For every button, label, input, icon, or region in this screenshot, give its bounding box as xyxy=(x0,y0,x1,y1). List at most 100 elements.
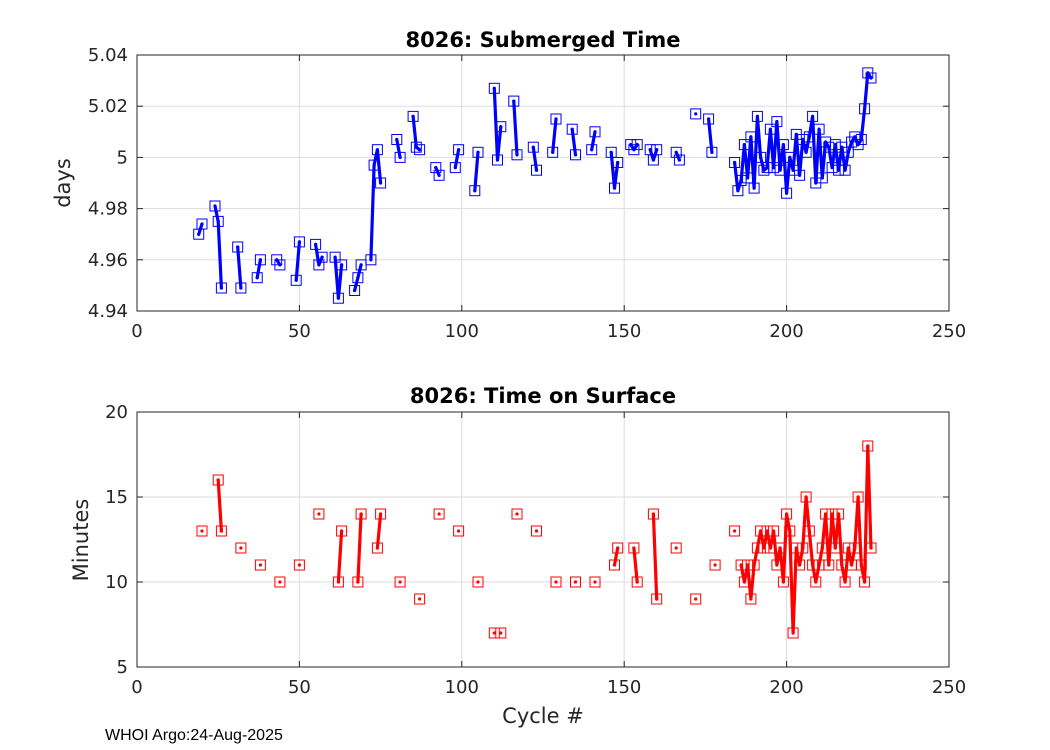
surface-data-point-dot xyxy=(534,529,539,533)
footer-credit: WHOI Argo:24-Aug-2025 xyxy=(105,727,283,744)
surface-data-point xyxy=(453,525,465,537)
submerged-data-point xyxy=(570,149,581,161)
submerged-data-point-dot xyxy=(236,245,240,249)
surface-data-point xyxy=(612,542,624,554)
surface-series-line xyxy=(632,546,639,584)
submerged-data-point xyxy=(738,139,750,151)
submerged-ticks: 0 50 100 150 200 250 4.94 4.96 4.98 5 5.02 5.04 xyxy=(88,45,966,342)
submerged-data-point xyxy=(781,187,793,199)
surface-data-point-dot xyxy=(772,529,776,533)
surface-data-point xyxy=(570,576,581,588)
submerged-data-point-dot xyxy=(846,150,850,154)
submerged-y-tick-label: 5.02 xyxy=(88,96,128,117)
surface-data-point-dot xyxy=(216,478,220,482)
submerged-data-point xyxy=(414,144,426,156)
surface-data-point xyxy=(647,508,659,520)
submerged-data-point xyxy=(375,177,387,189)
surface-data-point-dot xyxy=(843,580,847,584)
surface-data-point xyxy=(748,559,760,571)
surface-data-point-dot xyxy=(635,580,639,584)
surface-x-tick-label: 200 xyxy=(769,677,803,698)
submerged-data-point-dot xyxy=(807,135,811,139)
submerged-data-point-dot xyxy=(830,166,834,170)
submerged-data-point xyxy=(196,218,208,230)
surface-data-point-dot xyxy=(768,546,773,550)
surface-data-point-dot xyxy=(336,580,340,584)
surface-data-point xyxy=(235,542,247,554)
submerged-data-point xyxy=(209,200,221,212)
surface-data-point xyxy=(823,559,835,571)
submerged-data-point-dot xyxy=(258,258,262,262)
submerged-data-point xyxy=(800,146,812,158)
surface-data-point-dot xyxy=(811,563,815,567)
submerged-data-point-dot xyxy=(804,150,808,154)
submerged-data-point-dot xyxy=(294,278,298,282)
submerged-series-line xyxy=(473,150,480,193)
surface-data-point-dot xyxy=(827,563,831,567)
submerged-data-point-dot xyxy=(781,143,786,147)
submerged-data-point-dot xyxy=(772,166,776,170)
submerged-data-point-dot xyxy=(651,158,656,162)
surface-data-point xyxy=(738,576,750,588)
submerged-y-tick-label: 4.94 xyxy=(88,301,128,322)
submerged-data-point xyxy=(332,292,344,304)
submerged-data-point-dot xyxy=(453,166,457,170)
submerged-data-point-dot xyxy=(369,258,373,262)
surface-time-panel: 0 50 100 150 200 250 5 10 15 20 8026: Time on Sur… xyxy=(69,384,966,728)
submerged-data-point-dot xyxy=(551,150,555,154)
submerged-data-point-dot xyxy=(801,137,805,142)
submerged-data-point xyxy=(511,149,523,161)
submerged-data-point-dot xyxy=(512,99,516,103)
submerged-data-point xyxy=(748,182,760,194)
surface-data-point-dot xyxy=(866,444,870,448)
submerged-data-point xyxy=(745,131,757,143)
submerged-series-line xyxy=(453,148,461,170)
surface-data-point-dot xyxy=(817,563,821,567)
submerged-data-point-dot xyxy=(570,127,574,131)
submerged-series-line xyxy=(706,117,714,154)
submerged-y-tick-label: 4.98 xyxy=(88,199,128,220)
submerged-time-panel: 0 50 100 150 200 250 4.94 4.96 4.98 5 5.02 5.04 802… xyxy=(51,28,966,342)
submerged-data-point-dot xyxy=(457,148,461,152)
submerged-data-point xyxy=(690,108,702,120)
submerged-data-point xyxy=(816,172,828,184)
submerged-data-point-dot xyxy=(297,240,301,244)
submerged-data-point xyxy=(492,154,503,166)
submerged-data-point xyxy=(453,144,465,156)
submerged-data-point xyxy=(566,123,578,135)
submerged-series xyxy=(193,67,877,304)
submerged-data-point-dot xyxy=(694,112,698,116)
submerged-data-point-dot xyxy=(863,107,867,111)
submerged-series-line xyxy=(294,240,301,282)
surface-data-point-dot xyxy=(814,580,818,584)
submerged-data-point xyxy=(469,185,481,197)
submerged-data-point xyxy=(703,113,715,125)
surface-data-point xyxy=(628,542,640,554)
surface-data-point-dot xyxy=(820,546,824,550)
submerged-data-point-dot xyxy=(775,120,779,124)
submerged-data-point-dot xyxy=(655,148,659,152)
submerged-series-line xyxy=(590,130,597,152)
surface-data-point-dot xyxy=(398,580,402,584)
surface-data-point xyxy=(375,508,387,520)
surface-data-point-dot xyxy=(850,563,854,567)
submerged-x-tick-label: 200 xyxy=(769,321,803,342)
surface-x-tick-label: 250 xyxy=(932,677,966,698)
surface-series-line xyxy=(216,478,223,533)
surface-data-point-dot xyxy=(846,546,850,550)
surface-data-point-dot xyxy=(746,563,750,567)
surface-ticks: 0 50 100 150 200 250 5 10 15 20 xyxy=(105,402,966,698)
surface-data-point-dot xyxy=(239,546,243,550)
submerged-data-point-dot xyxy=(840,145,844,149)
surface-data-point-dot xyxy=(856,495,860,499)
submerged-data-point xyxy=(609,182,620,194)
submerged-data-point-dot xyxy=(379,181,383,185)
submerged-data-point xyxy=(488,82,500,94)
surface-data-point xyxy=(774,542,786,554)
surface-data-point xyxy=(336,525,348,537)
surface-data-point xyxy=(531,525,542,537)
surface-data-point xyxy=(849,542,861,554)
submerged-data-point-dot xyxy=(739,178,743,182)
surface-data-point-dot xyxy=(655,597,659,601)
surface-plot-area xyxy=(137,412,949,667)
